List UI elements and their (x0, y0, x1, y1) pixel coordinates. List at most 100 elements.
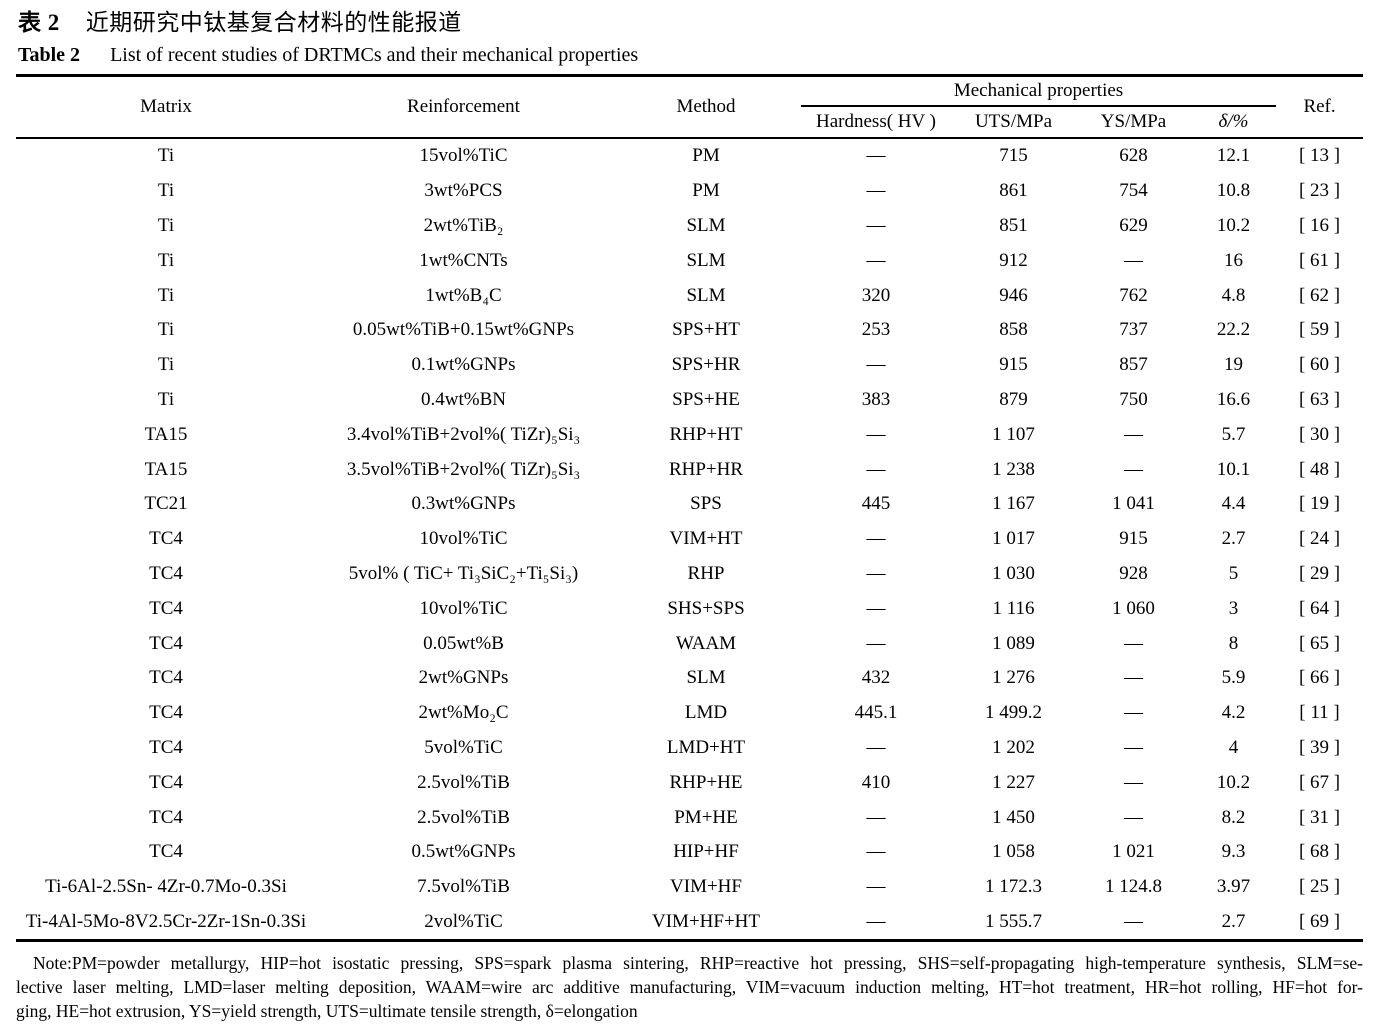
table-cell: 1 058 (992, 841, 1035, 863)
col-header-hardness: Hardness( HV ) (816, 111, 936, 132)
table-cell: TC21 (144, 493, 188, 515)
table-row: TC4 10vol%TiC SHS+SPS — 1 116 1 060 3 [ 64 ] (16, 591, 1363, 626)
table-cell: — (1124, 702, 1143, 724)
table-title-en: List of recent studies of DRTMCs and the… (110, 44, 639, 66)
table-cell: 10.1 (1216, 458, 1251, 480)
table-cell: 1 041 (1112, 493, 1155, 515)
table-cell: 1 172.3 (985, 876, 1042, 898)
col-header-ys: YS/MPa (1100, 111, 1167, 132)
table-cell: 5.9 (1221, 667, 1246, 689)
table-cell: — (1124, 632, 1143, 654)
col-header-ref: Ref. (1303, 96, 1336, 117)
table-row: Ti 0.1wt%GNPs SPS+HR — 915 857 19 [ 60 ] (16, 348, 1363, 383)
table-cell: [ 61 ] (1298, 249, 1341, 271)
table-cell: WAAM (675, 632, 737, 654)
table-cell: PM (692, 145, 720, 167)
col-header-uts: UTS/MPa (974, 111, 1053, 132)
table-cell: 1wt%B₄C (425, 284, 502, 306)
col-header-reinforcement: Reinforcement (407, 96, 520, 117)
table-cell: 2wt%TiB₂ (423, 214, 504, 236)
table-cell: RHP+HT (669, 423, 743, 445)
table-cell: [ 24 ] (1298, 528, 1341, 550)
table-cell: — (1124, 771, 1143, 793)
table-cell: 628 (1119, 145, 1148, 167)
table-cell: TA15 (144, 423, 188, 445)
table-cell: 10.2 (1216, 771, 1251, 793)
table-cell: PM (692, 180, 720, 202)
table-cell: 946 (999, 284, 1028, 306)
table-cell: [ 29 ] (1298, 562, 1341, 584)
table-cell: RHP (687, 562, 725, 584)
table-cell: [ 23 ] (1298, 180, 1341, 202)
table-cell: 1 167 (992, 493, 1035, 515)
table-cell: TC4 (149, 528, 183, 550)
table-row: TC4 0.5wt%GNPs HIP+HF — 1 058 1 021 9.3 [ 68 ] (16, 835, 1363, 870)
table-cell: 445 (861, 493, 891, 515)
table-cell: Ti (157, 145, 175, 167)
table-cell: 0.1wt%GNPs (411, 354, 516, 376)
table-cell: 22.2 (1216, 319, 1251, 341)
table-cell: 1 227 (992, 771, 1035, 793)
properties-table: Matrix Reinforcement Method Mechanical p… (16, 74, 1364, 943)
note-line-1: Note:PM=powder metallurgy, HIP=hot isost… (33, 953, 1363, 974)
table-cell: 1wt%CNTs (419, 249, 508, 271)
table-cell: 0.3wt%GNPs (411, 493, 516, 515)
table-cell: [ 30 ] (1298, 423, 1341, 445)
table-cell: Ti-4Al-5Mo-8V2.5Cr-2Zr-1Sn-0.3Si (25, 910, 307, 932)
table-cell: — (1124, 910, 1143, 932)
table-cell: SPS (690, 493, 722, 515)
table-cell: — (866, 423, 886, 445)
table-cell: 857 (1119, 354, 1148, 376)
table-cell: 16.6 (1216, 388, 1251, 410)
table-row: TA15 3.5vol%TiB+2vol%( TiZr)₅Si₃ RHP+HR — 1 … (16, 452, 1363, 487)
table-cell: — (866, 910, 886, 932)
table-row: Ti 1wt%B₄C SLM 320 946 762 4.8 [ 62 ] (16, 278, 1363, 313)
table-cell: — (866, 458, 886, 480)
table-cell: 445.1 (854, 702, 898, 724)
table-cell: TC4 (149, 597, 183, 619)
table-cell: 4.4 (1221, 493, 1246, 515)
table-cell: TC4 (149, 667, 183, 689)
col-header-method: Method (676, 96, 736, 117)
table-caption-en: Table 2 List of recent studies of DRTMCs … (18, 42, 1363, 68)
table-cell: [ 66 ] (1298, 667, 1341, 689)
table-cell: — (1124, 249, 1143, 271)
table-cell: 10.2 (1216, 214, 1251, 236)
table-cell: 0.05wt%TiB+0.15wt%GNPs (352, 319, 575, 341)
table-cell: — (1124, 667, 1143, 689)
table-cell: SPS+HR (671, 354, 741, 376)
table-cell: 7.5vol%TiB (417, 876, 510, 898)
table-cell: 10.8 (1216, 180, 1251, 202)
table-cell: 1 276 (992, 667, 1035, 689)
table-cell: [ 62 ] (1298, 284, 1341, 306)
table-row: TA15 3.4vol%TiB+2vol%( TiZr)₅Si₃ RHP+HT — 1 … (16, 417, 1363, 452)
table-cell: 1 116 (992, 597, 1035, 619)
table-body: Ti 15vol%TiC PM — 715 628 12.1 [ 13 ] Ti 3wt%PCS P… (16, 138, 1363, 941)
table-cell: 1 107 (992, 423, 1035, 445)
table-cell: 253 (861, 319, 891, 341)
table-cell: LMD (684, 702, 728, 724)
table-cell: SPS+HT (672, 319, 740, 341)
table-cell: 915 (1119, 528, 1148, 550)
note-line-2: lective laser melting, LMD=laser melting… (16, 977, 1363, 998)
table-cell: 629 (1119, 214, 1148, 236)
table-cell: SLM (686, 214, 726, 236)
table-cell: — (866, 806, 886, 828)
table-cell: — (866, 180, 886, 202)
table-cell: Ti (157, 249, 175, 271)
table-cell: Ti (157, 319, 175, 341)
table-cell: 4.2 (1221, 702, 1246, 724)
table-cell: — (866, 354, 886, 376)
table-cell: 737 (1119, 319, 1148, 341)
table-cell: 10vol%TiC (419, 597, 508, 619)
table-cell: SHS+SPS (667, 597, 745, 619)
table-cell: Ti (157, 180, 175, 202)
table-row: TC4 5vol% ( TiC+ Ti₃SiC₂+Ti₅Si₃) RHP — 1 030… (16, 557, 1363, 592)
table-cell: 915 (999, 354, 1028, 376)
table-cell: 2vol%TiC (424, 910, 503, 932)
table-cell: RHP+HE (669, 771, 743, 793)
table-cell: TC4 (149, 806, 183, 828)
table-cell: — (866, 249, 886, 271)
table-cell: RHP+HR (668, 458, 744, 480)
table-cell: SLM (686, 667, 726, 689)
